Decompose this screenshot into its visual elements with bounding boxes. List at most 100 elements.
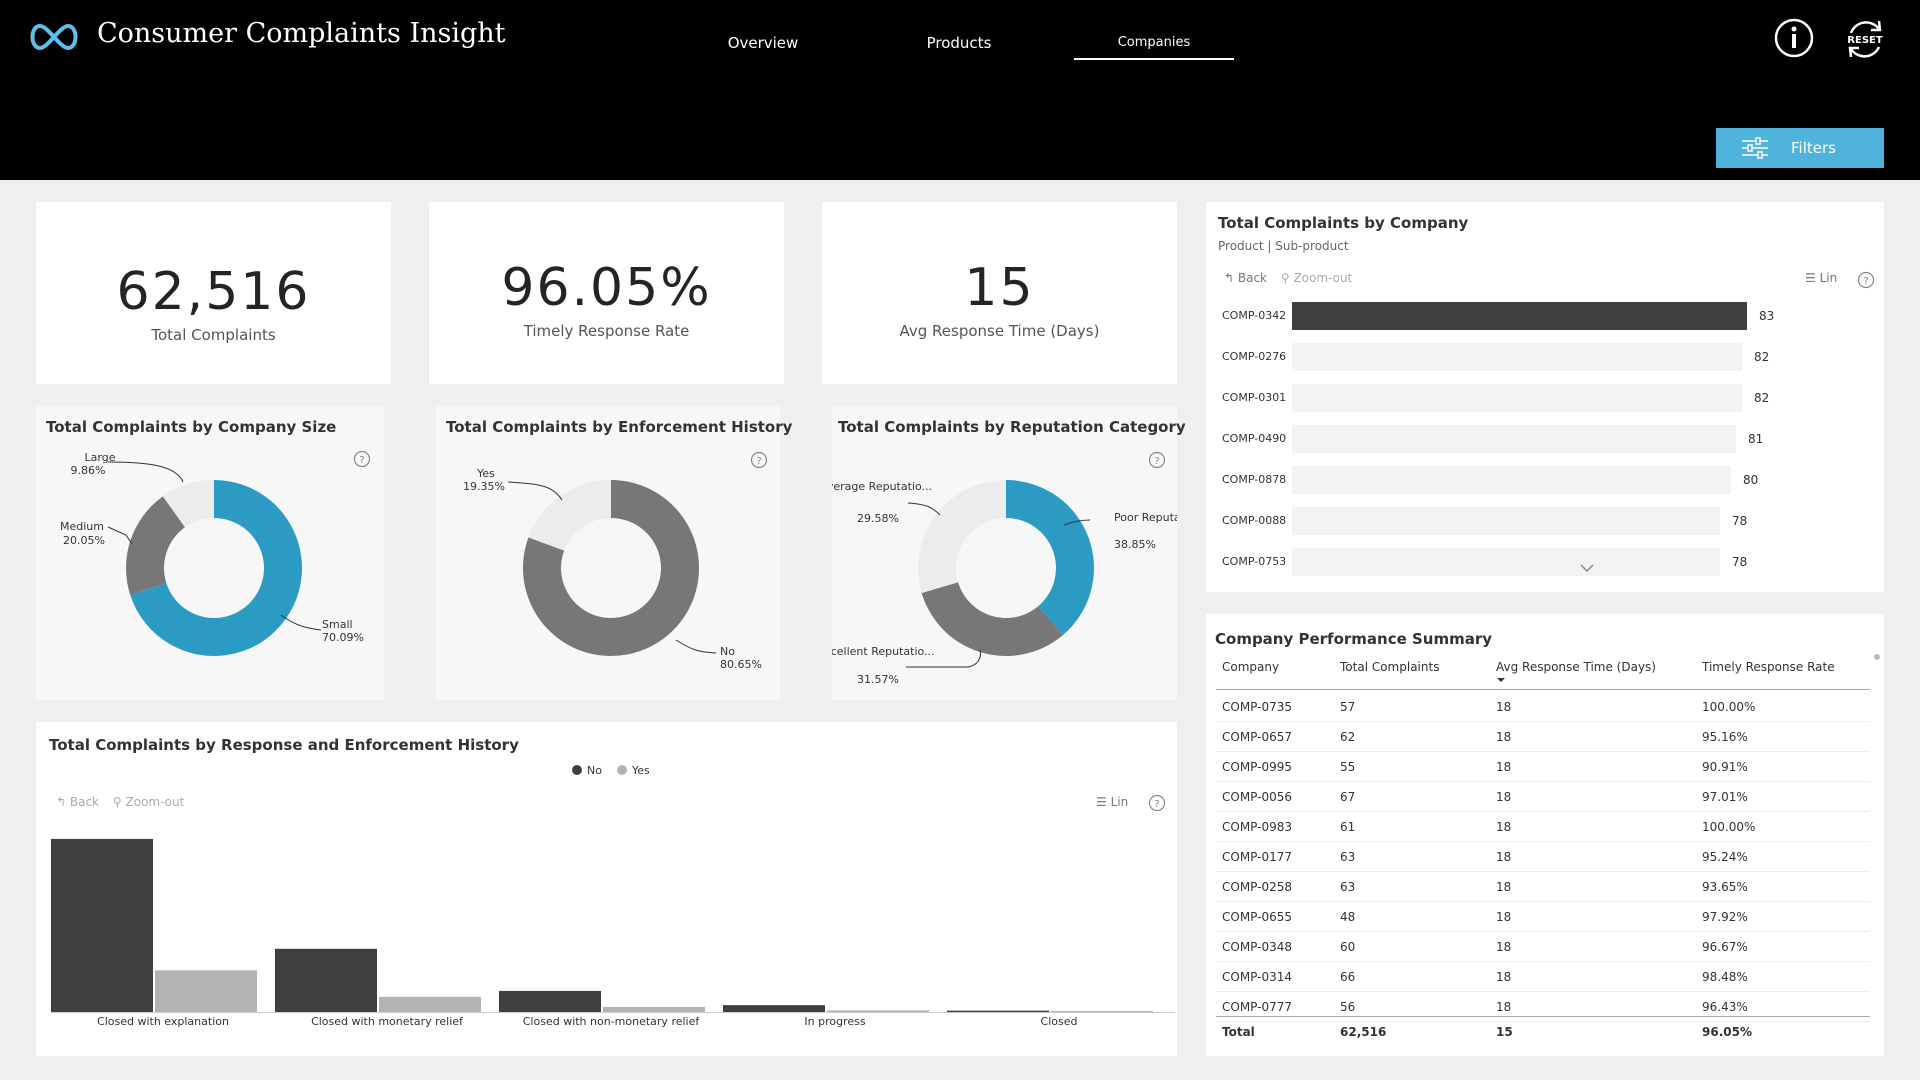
zoomout-label: Zoom-out xyxy=(125,795,185,809)
bar-yes-0[interactable] xyxy=(155,970,257,1012)
bar-yes-4[interactable] xyxy=(1051,1011,1153,1012)
table-header: Company Total Complaints Avg Response Ti… xyxy=(1216,656,1870,690)
table-row[interactable]: COMP-0735 57 18 100.00% xyxy=(1216,692,1870,722)
lin-label: Lin xyxy=(1110,795,1129,809)
legend-dot-no xyxy=(572,765,582,775)
kpi-value: 15 xyxy=(964,258,1035,318)
table-row[interactable]: COMP-0348 60 18 96.67% xyxy=(1216,932,1870,962)
bar-no-0[interactable] xyxy=(51,838,153,1012)
help-icon[interactable]: ? xyxy=(1148,794,1166,812)
donut-slice-2[interactable] xyxy=(918,480,1006,593)
bar-value: 83 xyxy=(1759,309,1775,323)
table-cell: 56 xyxy=(1340,1000,1356,1014)
table-row[interactable]: COMP-0056 67 18 97.01% xyxy=(1216,782,1870,812)
table-row[interactable]: COMP-0983 61 18 100.00% xyxy=(1216,812,1870,842)
kpi-timely-response: 96.05% Timely Response Rate xyxy=(429,202,784,384)
col-avg-response[interactable]: Avg Response Time (Days) xyxy=(1496,660,1656,674)
table-cell: 100.00% xyxy=(1702,700,1756,714)
company-bar-row[interactable]: COMP-0342 83 xyxy=(1210,302,1810,330)
slice-pct-large: 9.86% xyxy=(71,464,106,477)
donut-slices xyxy=(523,480,699,656)
help-icon[interactable]: ? xyxy=(353,450,371,468)
help-icon[interactable]: ? xyxy=(1857,271,1875,289)
bar-label: COMP-0088 xyxy=(1222,514,1287,527)
bar-no-2[interactable] xyxy=(499,990,601,1012)
table-total-row: Total 62,516 15 96.05% xyxy=(1216,1016,1870,1044)
table-row[interactable]: COMP-0657 62 18 95.16% xyxy=(1216,722,1870,752)
svg-text:?: ? xyxy=(359,455,364,466)
donut-slice-0[interactable] xyxy=(523,480,699,656)
table-cell: 66 xyxy=(1340,970,1356,984)
bar-label: COMP-0878 xyxy=(1222,473,1287,486)
help-icon[interactable]: ? xyxy=(750,451,768,469)
company-bar[interactable] xyxy=(1292,507,1720,535)
zoomout-button[interactable]: ⚲ Zoom-out xyxy=(112,795,185,809)
reset-icon[interactable]: RESET xyxy=(1843,17,1887,61)
donut-slice-1[interactable] xyxy=(528,480,611,551)
back-button[interactable]: ↰ Back xyxy=(1224,271,1268,285)
col-company[interactable]: Company xyxy=(1222,660,1280,674)
company-bar[interactable] xyxy=(1292,548,1720,576)
table-cell: 93.65% xyxy=(1702,880,1748,894)
donut-slice-0[interactable] xyxy=(1006,480,1094,636)
bar-yes-2[interactable] xyxy=(603,1006,705,1012)
donut-slice-0[interactable] xyxy=(130,480,302,656)
sliders-icon xyxy=(1742,137,1768,159)
kpi-label: Total Complaints xyxy=(151,326,276,344)
company-bar-row[interactable]: COMP-0490 81 xyxy=(1210,425,1810,453)
back-button[interactable]: ↰ Back xyxy=(56,795,100,809)
table-scrollbar[interactable] xyxy=(1874,654,1880,660)
col-timely-rate[interactable]: Timely Response Rate xyxy=(1702,660,1835,674)
donut-slices xyxy=(918,480,1094,656)
company-bar[interactable] xyxy=(1292,343,1742,371)
col-total-complaints[interactable]: Total Complaints xyxy=(1340,660,1440,674)
table-cell: 18 xyxy=(1496,910,1512,924)
donut-slice-2[interactable] xyxy=(162,480,214,528)
table-row[interactable]: COMP-0177 63 18 95.24% xyxy=(1216,842,1870,872)
donut-slice-1[interactable] xyxy=(126,496,185,595)
legend-label-no: No xyxy=(587,764,602,777)
header-bar: Consumer Complaints Insight Overview Pro… xyxy=(0,0,1920,180)
nav-overview[interactable]: Overview xyxy=(727,34,799,52)
table-cell: COMP-0777 xyxy=(1222,1000,1293,1014)
table-cell: 18 xyxy=(1496,880,1512,894)
filters-button[interactable]: Filters xyxy=(1716,128,1884,168)
kpi-label: Avg Response Time (Days) xyxy=(899,322,1100,340)
slice-pct-yes: 19.35% xyxy=(463,480,505,493)
company-bar-row[interactable]: COMP-0753 78 xyxy=(1210,548,1810,576)
bar-no-1[interactable] xyxy=(275,948,377,1012)
total-timely-rate: 96.05% xyxy=(1702,1025,1752,1039)
bar-value: 82 xyxy=(1754,391,1770,405)
company-bar[interactable] xyxy=(1292,425,1736,453)
company-bar[interactable] xyxy=(1292,466,1731,494)
table-row[interactable]: COMP-0655 48 18 97.92% xyxy=(1216,902,1870,932)
info-icon[interactable] xyxy=(1773,17,1815,59)
chevron-down-icon[interactable] xyxy=(1579,563,1595,573)
back-label: Back xyxy=(69,795,100,809)
table-cell: COMP-0177 xyxy=(1222,850,1293,864)
company-bar-row[interactable]: COMP-0301 82 xyxy=(1210,384,1810,412)
zoomout-button[interactable]: ⚲ Zoom-out xyxy=(1280,271,1353,285)
table-row[interactable]: COMP-0777 56 18 96.43% xyxy=(1216,992,1870,1022)
table-cell: 18 xyxy=(1496,970,1512,984)
bar-no-3[interactable] xyxy=(723,1005,825,1012)
bar-yes-1[interactable] xyxy=(379,996,481,1012)
bar-yes-3[interactable] xyxy=(827,1010,929,1012)
donut-chart-company-size: Large 9.86% Medium 20.05% Small 70.09% xyxy=(60,451,364,656)
nav-products[interactable]: Products xyxy=(926,34,992,52)
donut-slice-1[interactable] xyxy=(921,582,1063,656)
lin-button[interactable]: ☰ Lin xyxy=(1805,271,1838,285)
table-row[interactable]: COMP-0995 55 18 90.91% xyxy=(1216,752,1870,782)
company-bar-row[interactable]: COMP-0276 82 xyxy=(1210,343,1810,371)
lin-button[interactable]: ☰ Lin xyxy=(1096,795,1129,809)
table-row[interactable]: COMP-0258 63 18 93.65% xyxy=(1216,872,1870,902)
company-bar-row[interactable]: COMP-0878 80 xyxy=(1210,466,1810,494)
nav-companies[interactable]: Companies xyxy=(1117,35,1191,50)
table-row[interactable]: COMP-0314 66 18 98.48% xyxy=(1216,962,1870,992)
bar-no-4[interactable] xyxy=(947,1010,1049,1012)
table-cell: COMP-0657 xyxy=(1222,730,1293,744)
help-icon[interactable]: ? xyxy=(1148,451,1166,469)
company-bar[interactable] xyxy=(1292,384,1742,412)
company-bar[interactable] xyxy=(1292,302,1747,330)
company-bar-row[interactable]: COMP-0088 78 xyxy=(1210,507,1810,535)
